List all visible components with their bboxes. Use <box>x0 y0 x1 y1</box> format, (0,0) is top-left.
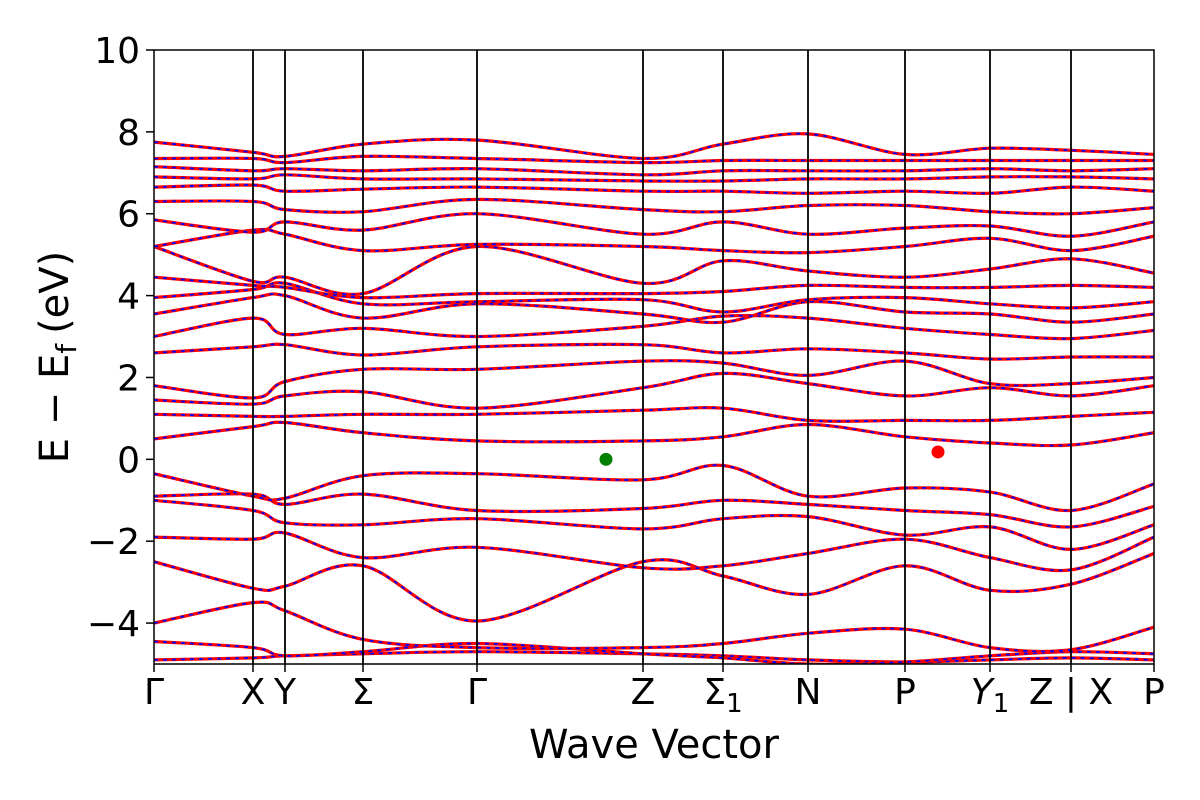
x-tick-label-3: Σ <box>352 672 375 713</box>
y-tick-label-3: 2 <box>117 358 140 399</box>
band-23-solid <box>154 165 1154 177</box>
extremum-marker-0 <box>599 452 613 466</box>
band-8-solid <box>154 420 1154 448</box>
x-tick-label-0: Γ <box>144 672 164 713</box>
y-tick-label-7: 10 <box>94 31 140 72</box>
band-16-dashed <box>154 276 1154 299</box>
band-9-solid <box>154 406 1154 423</box>
x-axis-ticks: Γ X Y Σ Γ Z Σ1 N P Y1 Z | X P <box>144 664 1165 719</box>
extremum-marker-1 <box>931 445 945 459</box>
band-14-dashed <box>154 293 1154 324</box>
y-tick-label-0: −4 <box>87 604 140 645</box>
y-tick-label-5: 6 <box>117 195 140 236</box>
x-tick-label-9: Y1 <box>971 672 1010 719</box>
band-25-solid <box>154 132 1154 161</box>
y-axis-title-main: E − E <box>32 354 78 464</box>
band-1-dashed <box>154 640 1154 664</box>
band-4-dashed <box>154 531 1154 572</box>
band-21-solid <box>154 183 1154 195</box>
band-3-solid <box>154 551 1154 623</box>
band-5-dashed <box>154 499 1154 551</box>
y-axis-title: E − Ef (eV) <box>32 251 83 464</box>
band-13-solid <box>154 313 1154 341</box>
y-tick-label-4: 4 <box>117 277 140 318</box>
x-axis-title: Wave Vector <box>529 722 780 768</box>
y-axis-title-sub: f <box>50 343 83 354</box>
x-tick-label-6: Σ1 <box>703 672 742 719</box>
band-15-dashed <box>154 281 1154 313</box>
band-20-dashed <box>154 198 1154 215</box>
x-tick-label-1: X <box>241 672 266 713</box>
band-7-solid <box>154 463 1154 513</box>
y-axis-title-unit: (eV) <box>32 251 78 334</box>
y-axis-ticks: −4 −2 0 2 4 6 8 10 <box>87 31 154 645</box>
band-4-solid <box>154 530 1154 573</box>
band-3-dashed <box>154 552 1154 622</box>
plot-frame <box>153 49 1155 665</box>
band-2-dashed <box>154 601 1154 653</box>
band-2-solid <box>154 600 1154 654</box>
x-tick-label-2: Y <box>273 672 297 713</box>
x-tick-label-5: Z <box>631 672 656 713</box>
x-tick-label-10: Z | X <box>1029 672 1113 713</box>
band-8-dashed <box>154 421 1154 447</box>
band-18-dashed <box>154 228 1154 254</box>
extremum-markers <box>599 445 945 466</box>
y-tick-label-6: 8 <box>117 113 140 154</box>
band-lines <box>154 132 1154 664</box>
x-tick-label-4: Γ <box>467 672 487 713</box>
high-symmetry-lines <box>252 50 1072 664</box>
band-12-solid <box>154 342 1154 361</box>
y-tick-label-2: 0 <box>117 440 140 481</box>
band-24-dashed <box>154 155 1154 164</box>
band-12-dashed <box>154 343 1154 361</box>
band-6-solid <box>154 492 1154 529</box>
y-tick-label-1: −2 <box>87 522 140 563</box>
band-14-solid <box>154 292 1154 325</box>
x-tick-label-8: P <box>894 672 916 713</box>
band-25-dashed <box>154 132 1154 160</box>
band-21-dashed <box>154 184 1154 195</box>
band-20-solid <box>154 197 1154 216</box>
band-6-dashed <box>154 492 1154 528</box>
x-tick-label-7: N <box>795 672 822 713</box>
x-tick-label-11: P <box>1143 672 1165 713</box>
band-19-solid <box>154 212 1154 238</box>
band-7-dashed <box>154 464 1154 512</box>
